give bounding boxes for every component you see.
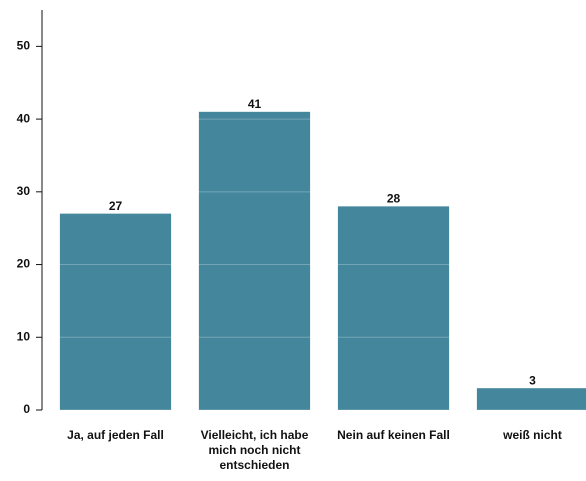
x-tick-label: Nein auf keinen Fall (337, 428, 450, 442)
bar (59, 213, 172, 410)
y-tick-label: 0 (23, 402, 30, 416)
y-tick-label: 50 (17, 39, 31, 53)
data-label: 27 (109, 199, 123, 213)
data-label: 28 (387, 192, 401, 206)
x-tick-label: weiß nicht (503, 428, 562, 442)
bar (337, 206, 450, 410)
y-tick-label: 20 (17, 257, 31, 271)
bar (476, 388, 586, 410)
x-tick-label: Ja, auf jeden Fall (67, 428, 164, 442)
y-tick-label: 10 (17, 329, 31, 343)
y-tick-label: 40 (17, 111, 31, 125)
data-label: 41 (248, 97, 262, 111)
x-tick-label: Vielleicht, ich habe mich noch nicht ent… (200, 428, 309, 472)
y-tick-label: 30 (17, 184, 31, 198)
data-label: 3 (529, 373, 536, 387)
bar (198, 111, 311, 411)
